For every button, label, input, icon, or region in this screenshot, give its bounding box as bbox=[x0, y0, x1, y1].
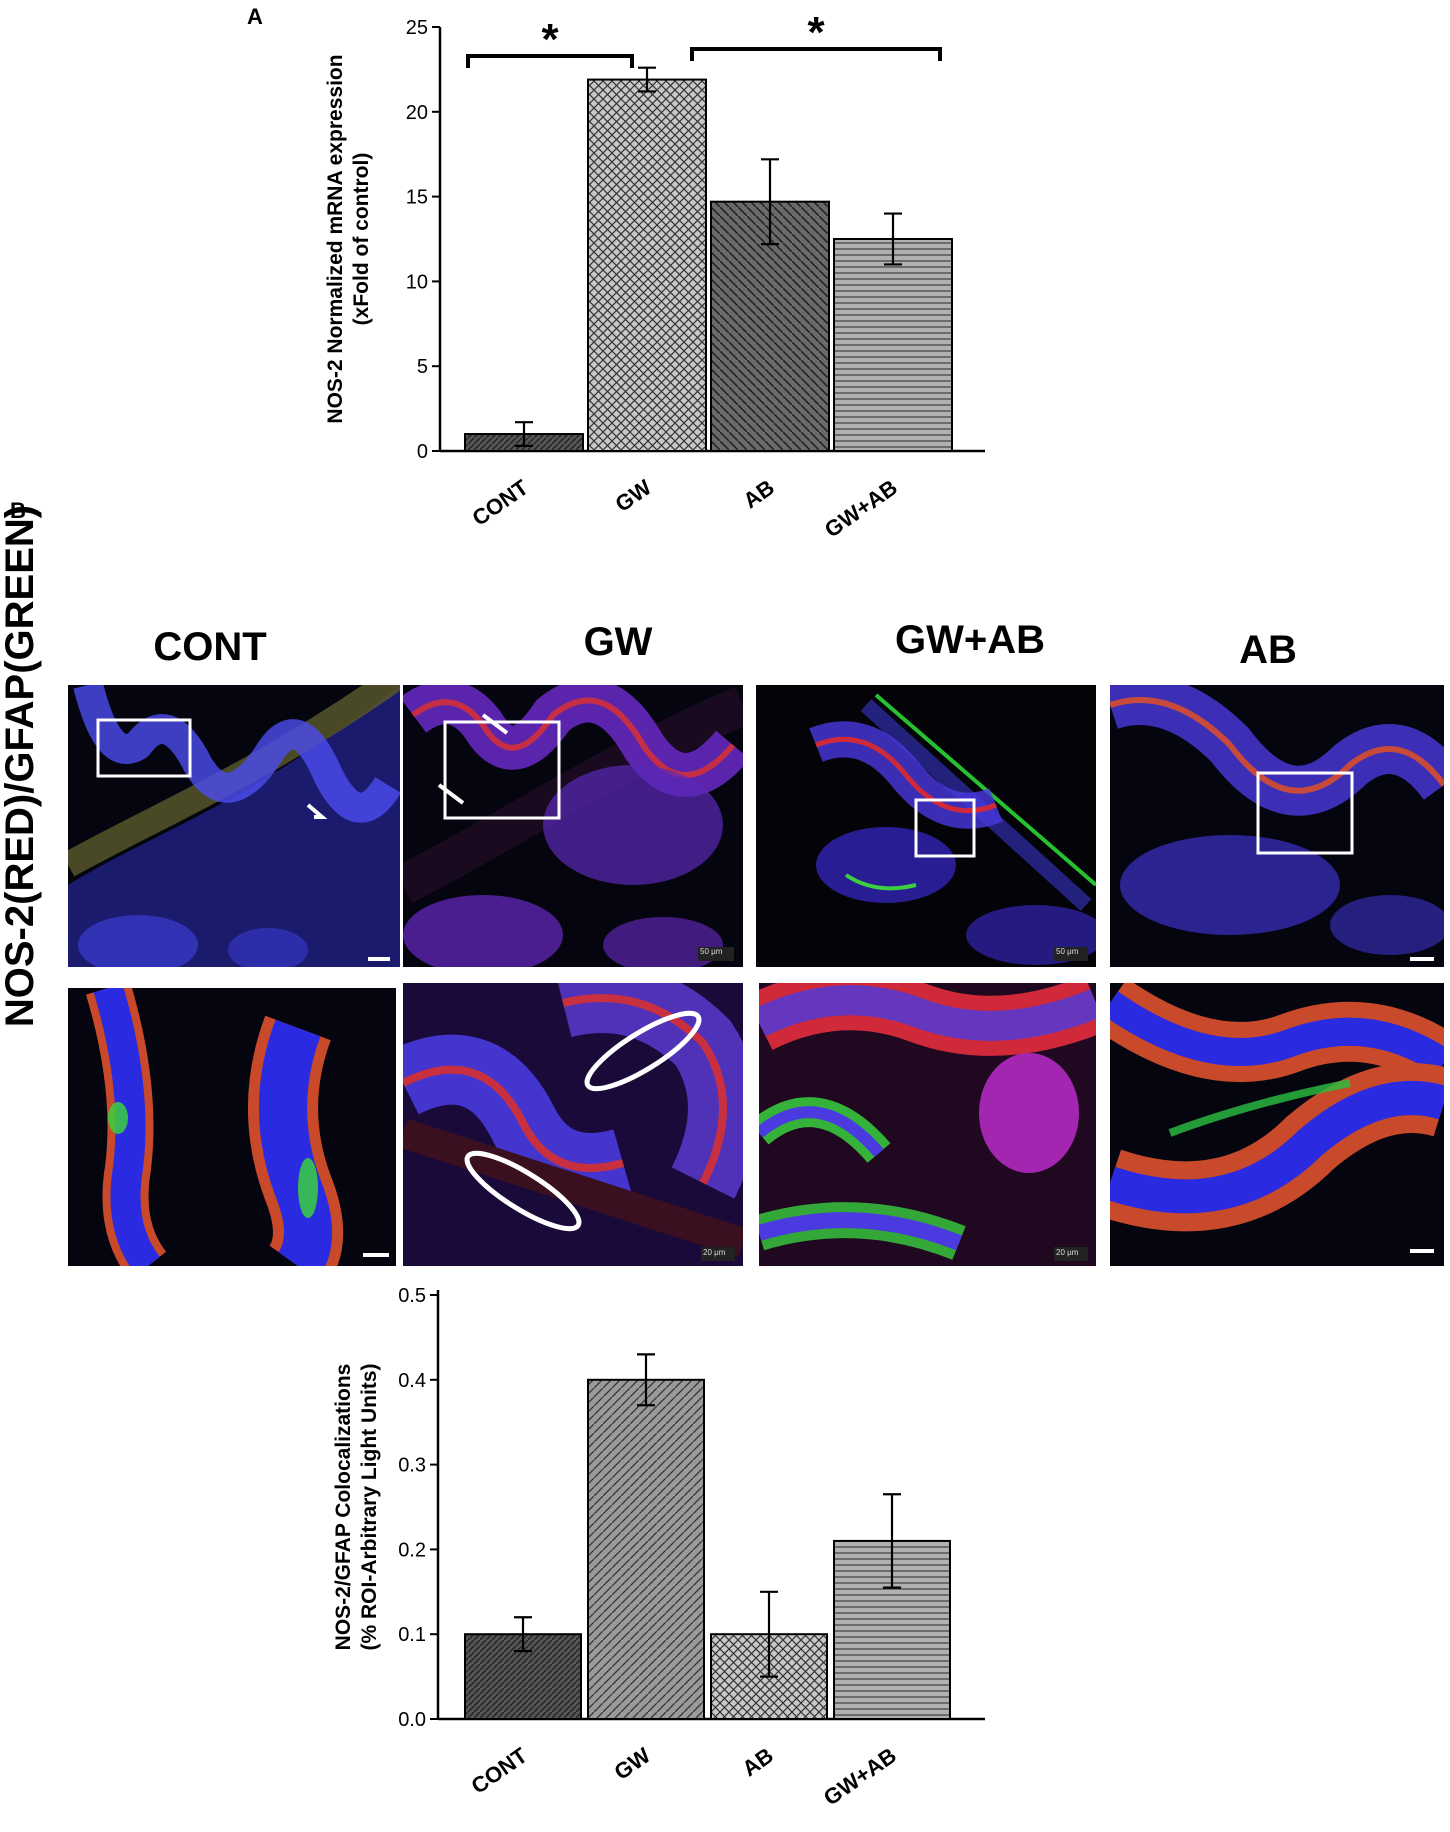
y-tick-label: 0.0 bbox=[398, 1709, 426, 1731]
y-axis-label-line1: NOS-2 Normalized mRNA expression bbox=[324, 54, 347, 423]
scale-bar-label-gw-ab-top: 50 μm bbox=[1056, 947, 1079, 956]
column-title-cont: CONT bbox=[153, 625, 267, 669]
y-axis-label-line2: (xFold of control) bbox=[350, 153, 373, 326]
micrograph-gw-ab-high-mag: 20 μm bbox=[759, 983, 1096, 1266]
y-tick-label: 15 bbox=[406, 187, 428, 209]
y-tick-label: 0.4 bbox=[398, 1370, 426, 1392]
panel-b-letter: B bbox=[10, 498, 26, 523]
x-tick-label: GW+AB bbox=[819, 1743, 901, 1811]
y-tick-label: 0.2 bbox=[398, 1539, 426, 1561]
bar-gw bbox=[587, 1378, 705, 1720]
bar-gw-ab bbox=[833, 238, 953, 452]
y-tick-label: 25 bbox=[406, 17, 428, 39]
scale-bar-label-gw-ab-bottom: 20 μm bbox=[1056, 1248, 1079, 1257]
row-label-stain: NOS-2(RED)/GFAP(GREEN) bbox=[0, 504, 42, 1028]
y-tick-label: 0 bbox=[417, 441, 428, 463]
column-title-gw-ab: GW+AB bbox=[895, 618, 1045, 662]
chart-c: 0.0 0.1 0.2 0.3 0.4 0.5 CONT GW AB GW+AB NOS-2/GFA… bbox=[332, 1285, 985, 1811]
micrograph-ab-low-mag bbox=[1110, 685, 1444, 967]
y-tick-label: 0.5 bbox=[398, 1285, 426, 1307]
y-tick-label: 0.3 bbox=[398, 1455, 426, 1477]
x-tick-label: GW bbox=[609, 1742, 655, 1784]
y-axis-label-line1: NOS-2/GFAP Colocalizations bbox=[332, 1364, 355, 1651]
significance-star: * bbox=[541, 15, 559, 64]
micrograph-cont-low-mag bbox=[68, 685, 400, 967]
y-tick-label: 0.1 bbox=[398, 1624, 426, 1646]
column-title-ab: AB bbox=[1239, 628, 1297, 672]
scale-bar-label-gw-top: 50 μm bbox=[700, 947, 723, 956]
y-tick-label: 5 bbox=[417, 356, 428, 378]
significance-bracket bbox=[466, 54, 634, 68]
scale-bar-label-gw-bottom: 20 μm bbox=[703, 1248, 726, 1257]
significance-bracket bbox=[690, 47, 942, 61]
panel-a-letter: A bbox=[247, 4, 263, 29]
x-tick-label: CONT bbox=[467, 474, 533, 531]
y-axis-label-line2: (% ROI-Arbitrary Light Units) bbox=[358, 1364, 381, 1651]
micrograph-ab-high-mag bbox=[1110, 983, 1444, 1266]
chart-a: 0 5 10 15 20 25 CONT GW AB GW+AB NOS-2 Normalized … bbox=[324, 8, 985, 543]
y-tick-label: 10 bbox=[406, 271, 428, 293]
bar-gw bbox=[587, 78, 707, 453]
x-tick-label: AB bbox=[737, 1743, 777, 1782]
column-title-gw: GW bbox=[583, 620, 653, 664]
x-tick-label: GW bbox=[610, 474, 656, 516]
x-tick-label: CONT bbox=[466, 1742, 532, 1799]
micrograph-gw-low-mag: 50 μm bbox=[403, 685, 743, 967]
significance-star: * bbox=[807, 8, 825, 57]
micrograph-cont-high-mag bbox=[68, 988, 396, 1266]
x-tick-label: AB bbox=[738, 475, 778, 514]
micrograph-gw-high-mag: 20 μm bbox=[403, 983, 743, 1266]
y-tick-label: 20 bbox=[406, 102, 428, 124]
micrograph-gw-ab-low-mag: 50 μm bbox=[756, 685, 1096, 967]
x-tick-label: GW+AB bbox=[820, 475, 902, 543]
